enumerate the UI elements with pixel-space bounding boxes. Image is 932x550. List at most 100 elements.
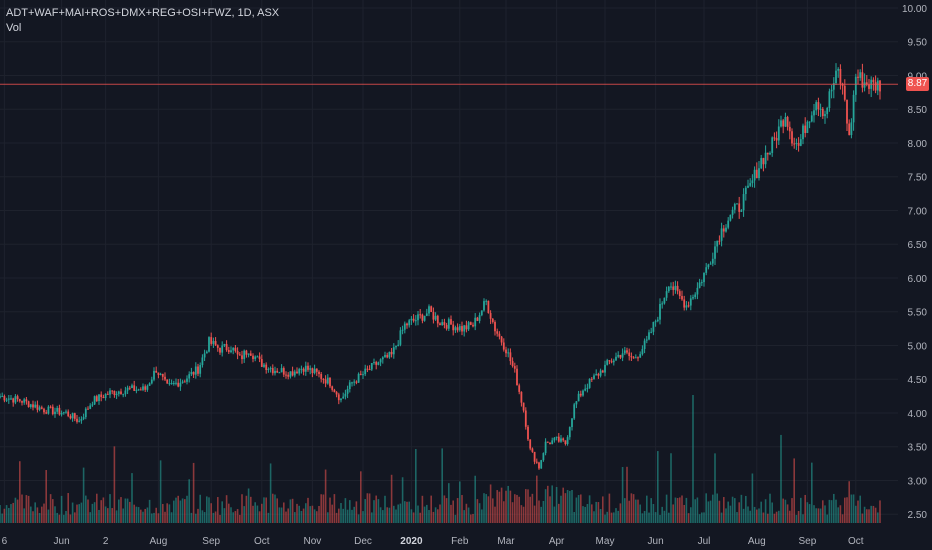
volume-bar xyxy=(782,498,784,523)
volume-bar xyxy=(49,494,52,523)
volume-bar xyxy=(311,505,314,523)
candle-body xyxy=(311,368,314,374)
volume-bar xyxy=(320,494,322,523)
volume-bar xyxy=(608,493,611,523)
volume-bar xyxy=(82,467,85,523)
candle-body xyxy=(256,356,259,358)
candle-body xyxy=(164,376,166,380)
candle-body xyxy=(604,364,606,373)
volume-bar xyxy=(190,512,193,523)
candle-body xyxy=(535,461,538,463)
candle-body xyxy=(269,368,272,370)
volume-bar xyxy=(769,493,771,523)
candle-body xyxy=(626,350,628,353)
candle-body xyxy=(80,419,83,421)
volume-bar xyxy=(135,506,138,523)
volume-bar xyxy=(353,506,355,523)
volume-bar xyxy=(177,495,179,523)
volume-bar xyxy=(780,434,782,523)
candle-body xyxy=(267,368,270,370)
volume-bar xyxy=(331,504,333,523)
volume-bar xyxy=(822,500,824,523)
candle-body xyxy=(621,353,624,358)
volume-bar xyxy=(250,496,252,523)
x-axis-tick-label: Oct xyxy=(848,536,864,547)
candle-body xyxy=(672,286,675,290)
candle-body xyxy=(542,453,545,461)
volume-bar xyxy=(606,511,608,523)
volume-bar xyxy=(749,510,751,523)
volume-bar xyxy=(808,504,811,523)
volume-bar xyxy=(527,489,529,523)
candle-body xyxy=(685,305,688,308)
candle-body xyxy=(824,114,826,117)
candle-body xyxy=(755,169,758,179)
volume-bar xyxy=(476,499,479,523)
candle-body xyxy=(216,345,219,348)
volume-bar xyxy=(628,500,630,523)
volume-bar xyxy=(294,512,296,523)
volume-bar xyxy=(828,499,831,523)
volume-bar xyxy=(637,499,639,523)
volume-bar xyxy=(329,497,331,523)
volume-bar xyxy=(718,500,721,523)
volume-bar xyxy=(195,513,197,523)
candle-body xyxy=(848,123,851,136)
candle-body xyxy=(36,404,39,410)
candle-body xyxy=(494,322,496,332)
x-axis-tick-label: Nov xyxy=(304,536,322,547)
candle-body xyxy=(252,355,254,359)
volume-bar xyxy=(687,513,690,523)
candle-body xyxy=(630,356,633,358)
volume-bar xyxy=(582,506,584,523)
candle-body xyxy=(300,368,303,370)
volume-bar xyxy=(41,506,43,523)
volume-bar xyxy=(129,501,131,523)
volume-bar xyxy=(373,500,375,523)
volume-bar xyxy=(280,507,283,523)
volume-bar xyxy=(71,502,74,523)
candle-body xyxy=(641,348,644,355)
candle-body xyxy=(736,203,738,205)
volume-bar xyxy=(179,500,182,523)
candle-body xyxy=(21,401,23,403)
candle-body xyxy=(683,299,686,308)
volume-bar xyxy=(509,490,512,523)
volume-bar xyxy=(340,503,342,523)
candle-body xyxy=(830,89,833,92)
volume-bar xyxy=(716,493,718,523)
candle-body xyxy=(98,394,100,402)
volume-bar xyxy=(199,494,201,523)
volume-bar xyxy=(558,503,560,523)
candle-body xyxy=(575,401,578,405)
volume-bar xyxy=(575,497,578,523)
volume-bar xyxy=(690,507,692,523)
volume-bar xyxy=(137,507,140,523)
candle-body xyxy=(879,80,881,92)
volume-bar xyxy=(797,511,800,523)
candle-body xyxy=(606,360,609,365)
candle-body xyxy=(188,374,191,379)
volume-bar xyxy=(10,504,12,523)
volume-bar xyxy=(397,504,399,523)
volume-bar xyxy=(707,501,710,523)
volume-bar xyxy=(848,481,850,523)
volume-bar xyxy=(584,506,586,523)
volume-bar xyxy=(254,502,256,523)
candle-body xyxy=(425,313,428,316)
volume-bar xyxy=(395,509,397,523)
volume-bar xyxy=(679,497,681,523)
volume-bar xyxy=(536,475,538,523)
candle-body xyxy=(868,84,870,89)
volume-bar xyxy=(175,497,177,523)
candle-body xyxy=(705,267,708,273)
candle-body xyxy=(802,125,804,140)
volume-bar xyxy=(357,514,360,523)
volume-bar xyxy=(27,495,30,523)
volume-bar xyxy=(243,506,245,523)
volume-bar xyxy=(547,485,549,523)
volume-bar xyxy=(269,463,272,523)
candle-body xyxy=(51,406,54,415)
candle-body xyxy=(760,158,763,169)
